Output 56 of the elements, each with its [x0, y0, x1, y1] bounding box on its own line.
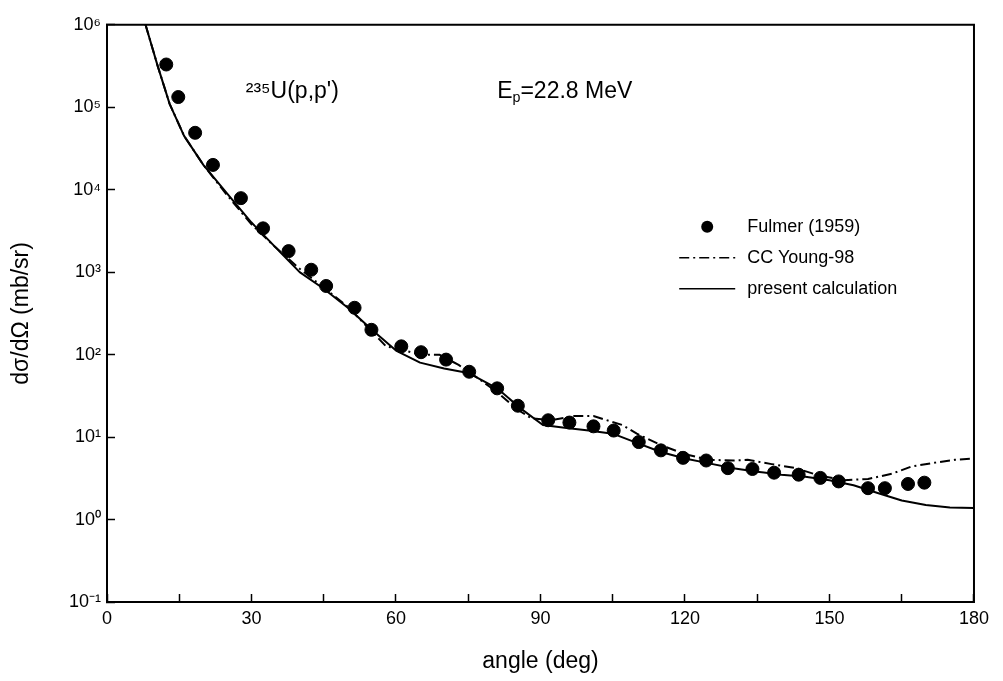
y-tick-label: 10⁻¹	[68, 590, 102, 611]
y-tick-label: 10³	[74, 261, 102, 282]
x-axis-title: angle (deg)	[482, 646, 599, 673]
x-tick-label: 0	[101, 607, 113, 628]
point	[490, 381, 505, 396]
point	[917, 475, 932, 490]
point	[791, 467, 806, 482]
point	[364, 322, 379, 337]
legend-label: Fulmer (1959)	[747, 215, 861, 236]
point	[813, 470, 828, 485]
y-tick-label: 10⁵	[73, 96, 101, 117]
point	[720, 461, 735, 476]
point	[653, 443, 668, 458]
annotation: ²³⁵U(p,p')	[245, 76, 339, 103]
point	[171, 90, 186, 105]
point	[233, 191, 248, 206]
point	[901, 476, 915, 491]
point	[831, 474, 846, 489]
y-axis-title: dσ/dΩ (mb/sr)	[7, 242, 34, 385]
x-tick-label: 30	[241, 607, 262, 628]
x-tick-label: 90	[530, 607, 551, 628]
point	[304, 262, 319, 277]
point	[347, 300, 362, 315]
point	[861, 481, 876, 496]
point	[188, 125, 203, 140]
point	[562, 415, 577, 430]
point	[631, 435, 646, 450]
point	[877, 481, 892, 496]
x-tick-label: 60	[385, 607, 407, 628]
x-tick-label: 150	[814, 607, 845, 628]
point	[745, 462, 760, 477]
legend-label: CC Young-98	[747, 246, 855, 267]
point	[394, 339, 409, 354]
point	[159, 57, 174, 72]
point	[699, 453, 714, 468]
y-tick-label: 10⁶	[73, 13, 101, 34]
point	[462, 364, 477, 379]
legend-label: present calculation	[747, 277, 898, 298]
point	[510, 398, 525, 413]
y-tick-label: 10²	[74, 343, 102, 364]
y-tick-label: 10¹	[74, 426, 102, 447]
point	[205, 157, 220, 172]
point	[414, 345, 429, 360]
point	[281, 244, 296, 259]
x-tick-label: 180	[958, 607, 990, 628]
point	[439, 352, 454, 367]
point	[256, 221, 271, 236]
point	[586, 419, 601, 434]
point	[319, 278, 334, 293]
x-tick-label: 120	[669, 607, 701, 628]
point	[676, 450, 691, 465]
y-tick-label: 10⁴	[73, 178, 101, 199]
point	[767, 465, 782, 480]
y-tick-label: 10⁰	[74, 508, 101, 529]
point	[606, 423, 621, 438]
point	[541, 413, 556, 428]
